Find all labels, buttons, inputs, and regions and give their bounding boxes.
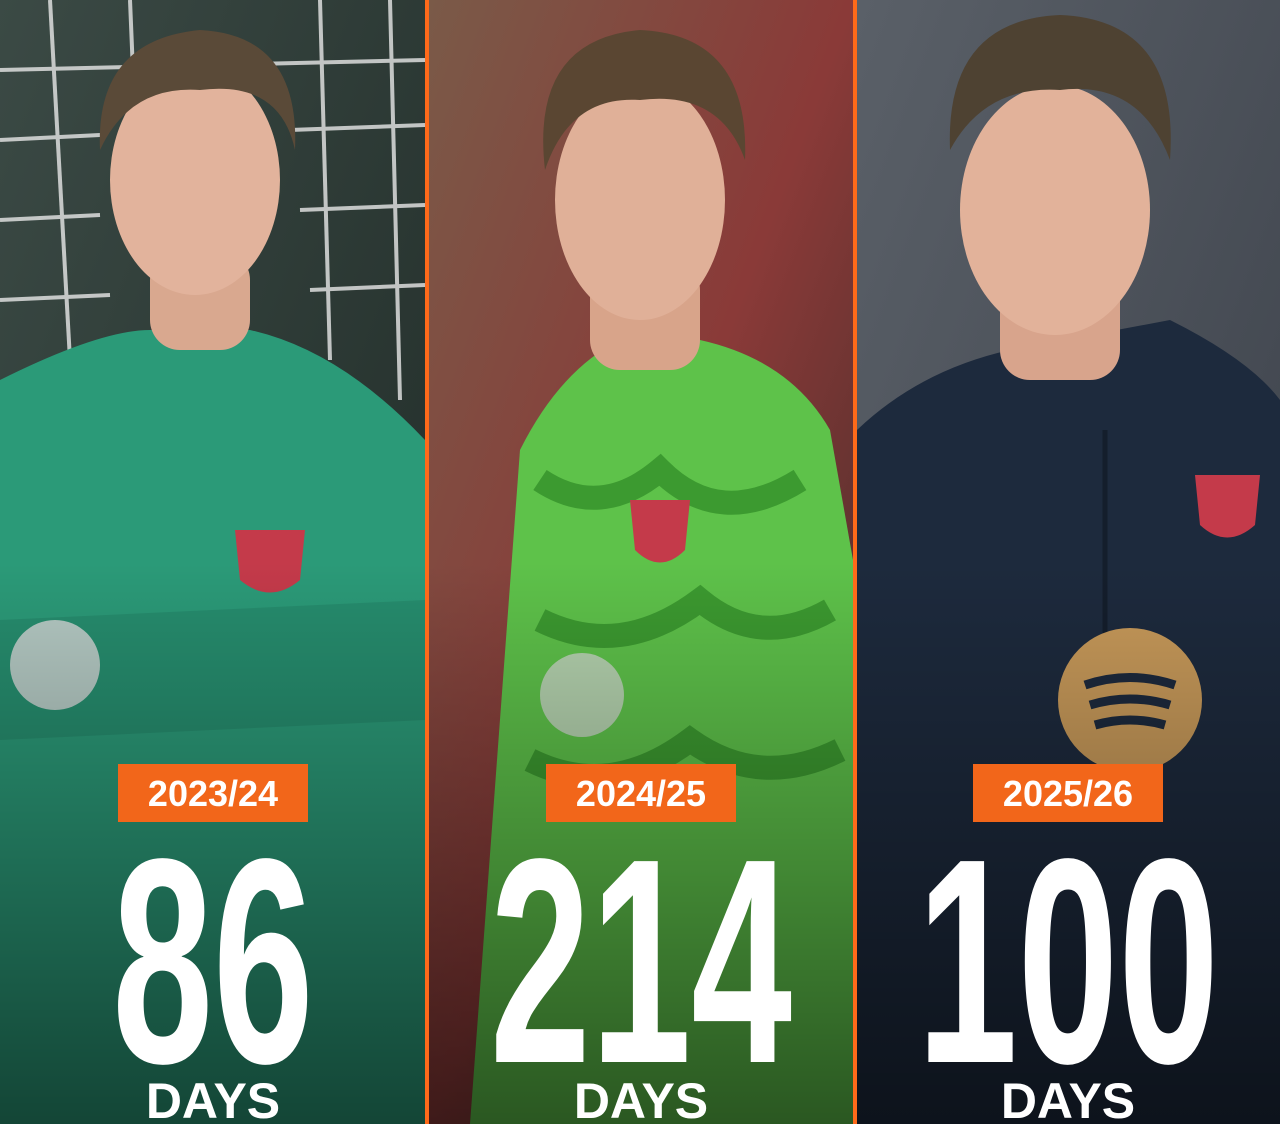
days-value: 214 (490, 799, 792, 1124)
days-value: 86 (112, 799, 313, 1124)
season-label: 2023/24 (148, 773, 278, 814)
days-unit: DAYS (574, 1073, 708, 1124)
season-label: 2025/26 (1003, 773, 1133, 814)
divider (853, 0, 857, 1124)
days-unit: DAYS (1001, 1073, 1135, 1124)
season-badge (118, 764, 308, 822)
days-unit: DAYS (146, 1073, 280, 1124)
days-value: 100 (917, 799, 1219, 1124)
season-label: 2024/25 (576, 773, 706, 814)
season-badge (546, 764, 736, 822)
season-badge (973, 764, 1163, 822)
divider (425, 0, 429, 1124)
